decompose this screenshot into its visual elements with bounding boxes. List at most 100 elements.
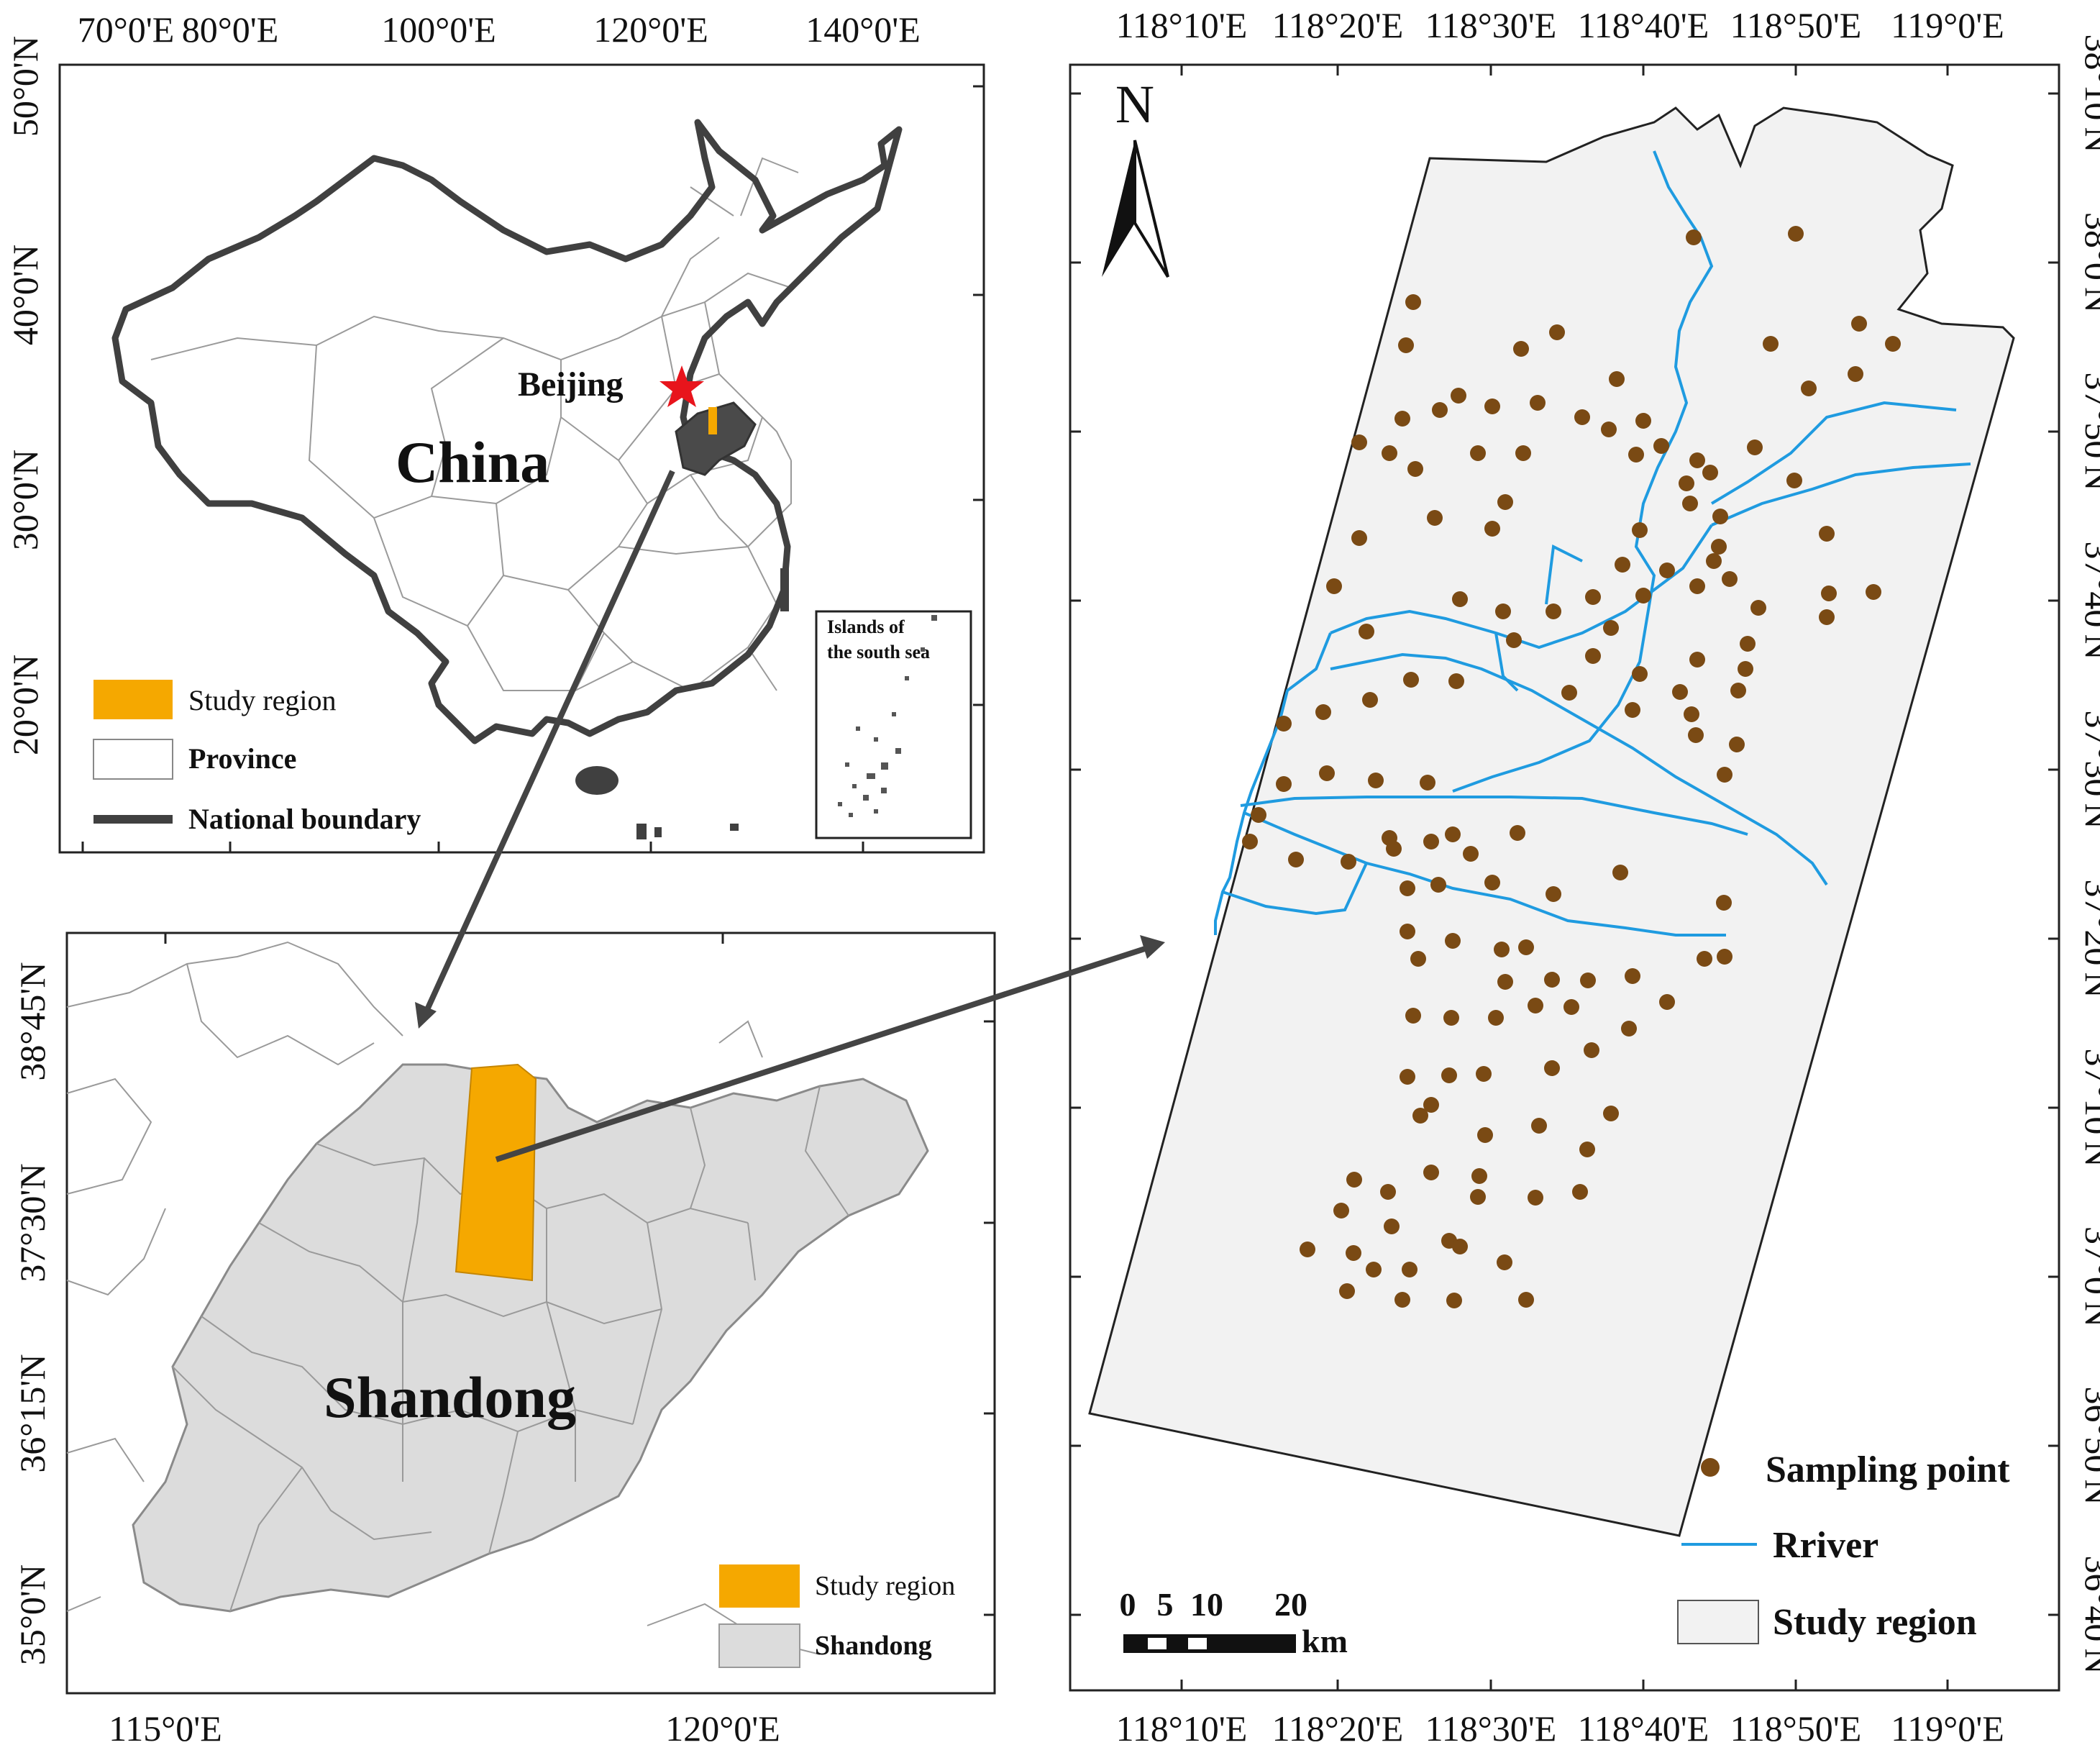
shandong-study-region [455, 1063, 537, 1282]
china-study-region-marker [708, 407, 717, 434]
river-west-1 [1330, 652, 1828, 886]
river-east-1 [1710, 401, 1957, 505]
china-lat-label: 20°0'N [5, 655, 45, 755]
study-legend: Sampling point Rriver Study region [1677, 1449, 2010, 1644]
shandong-lat-label: 38°45'N [12, 962, 52, 1080]
legend-swatch-study-region [719, 1564, 800, 1608]
legend-label-study-region: Study region [1773, 1602, 1977, 1643]
china-legend: Study region Province National boundary [93, 680, 421, 835]
shandong-panel: 38°45'N 37°30'N 36°15'N 35°0'N 115°0'E 1… [12, 931, 996, 1749]
scale-bar: 0 5 10 20 km [1120, 1586, 1348, 1659]
legend-swatch-national-boundary [93, 815, 173, 824]
legend-label-province: Province [188, 742, 296, 775]
study-lat-label: 38°0'N [2078, 212, 2100, 313]
north-arrow-label: N [1115, 75, 1154, 135]
river-southwest [1222, 862, 1368, 916]
study-lon-label: 119°0'E [1891, 5, 2004, 45]
scalebar-number: 0 [1120, 1586, 1136, 1623]
scalebar-number: 10 [1190, 1586, 1223, 1623]
river-branch-north [1545, 544, 1583, 605]
river-central [1330, 524, 1713, 650]
river-east-2 [1711, 463, 1971, 527]
legend-swatch-study-region [1677, 1600, 1759, 1644]
china-title: China [396, 429, 549, 495]
shandong-lat-label: 36°15'N [12, 1354, 52, 1472]
river-west-2 [1240, 796, 1748, 836]
shandong-tick-marks [164, 933, 995, 1616]
study-lat-label: 37°50'N [2078, 372, 2100, 491]
legend-swatch-province [93, 739, 173, 780]
connector-arrows [415, 470, 1165, 1162]
scalebar-number: 5 [1157, 1586, 1174, 1623]
shandong-title: Shandong [324, 1365, 576, 1430]
legend-swatch-study-region [93, 680, 173, 719]
study-lat-label: 37°0'N [2078, 1226, 2100, 1327]
study-lat-label: 37°30'N [2078, 710, 2100, 829]
china-lat-label: 30°0'N [5, 450, 45, 550]
legend-label-sampling-point: Sampling point [1766, 1449, 2010, 1490]
china-lon-label: 80°0'E [182, 9, 279, 50]
study-area-polygon [1088, 106, 2015, 1537]
study-lat-labels: 38°10'N 38°0'N 37°50'N 37°40'N 37°30'N 3… [2078, 34, 2100, 1674]
province-boundaries [150, 157, 799, 692]
shandong-lon-label: 120°0'E [665, 1708, 780, 1749]
study-lon-label: 118°10'E [1116, 5, 1248, 45]
study-lon-label: 118°50'E [1730, 5, 1862, 45]
rivers [1214, 150, 1971, 937]
china-lon-labels: 70°0'E 80°0'E 100°0'E 120°0'E 140°0'E [78, 9, 921, 50]
study-lat-label: 38°10'N [2078, 34, 2100, 152]
inset-label-1: Islands of [827, 616, 905, 637]
study-lat-label: 37°20'N [2078, 879, 2100, 998]
study-lat-label: 36°50'N [2078, 1386, 2100, 1505]
sampling-points [1242, 226, 1901, 1308]
study-lon-labels-top: 118°10'E 118°20'E 118°30'E 118°40'E 118°… [1116, 5, 2004, 45]
study-tick-marks [1070, 65, 2059, 1690]
china-lat-label: 50°0'N [5, 36, 45, 137]
arrow-shandong-to-study [495, 945, 1149, 1162]
china-lat-labels: 50°0'N 40°0'N 30°0'N 20°0'N [5, 36, 45, 755]
study-lon-label: 118°20'E [1272, 1708, 1404, 1749]
legend-label-river: Rriver [1773, 1525, 1878, 1566]
study-lon-labels-bottom: 118°10'E 118°20'E 118°30'E 118°40'E 118°… [1116, 1708, 2004, 1749]
study-lon-label: 118°30'E [1425, 5, 1557, 45]
study-lon-label: 118°30'E [1425, 1708, 1557, 1749]
china-panel: 70°0'E 80°0'E 100°0'E 120°0'E 140°0'E 50… [5, 9, 985, 854]
china-tick-marks [81, 85, 984, 852]
china-lon-label: 70°0'E [78, 9, 175, 50]
legend-label-national-boundary: National boundary [188, 803, 421, 835]
beijing-star-icon [659, 365, 704, 407]
study-lat-label: 37°40'N [2078, 541, 2100, 660]
river-west-3 [1243, 811, 1726, 937]
study-lon-label: 118°50'E [1730, 1708, 1862, 1749]
china-lon-label: 120°0'E [593, 9, 708, 50]
shandong-province [132, 1063, 929, 1613]
beijing-label: Beijing [518, 365, 624, 404]
study-lon-label: 118°20'E [1272, 5, 1404, 45]
legend-label-shandong: Shandong [815, 1631, 932, 1661]
shandong-lat-label: 37°30'N [12, 1163, 52, 1282]
study-lat-label: 36°40'N [2078, 1555, 2100, 1674]
study-lon-label: 118°10'E [1116, 1708, 1248, 1749]
china-lon-label: 140°0'E [805, 9, 921, 50]
study-panel: 118°10'E 118°20'E 118°30'E 118°40'E 118°… [1069, 5, 2100, 1749]
south-sea-inset: Islands of the south sea [815, 610, 972, 839]
china-lon-label: 100°0'E [381, 9, 496, 50]
shandong-lon-label: 115°0'E [109, 1708, 222, 1749]
study-lon-label: 118°40'E [1578, 1708, 1709, 1749]
coastal-islands [575, 568, 789, 839]
legend-swatch-shandong [718, 1623, 800, 1668]
arrow-china-to-shandong [423, 470, 675, 1014]
surrounding-boundaries [66, 941, 821, 1655]
river-branch-mid [1494, 632, 1519, 692]
shandong-lat-labels: 38°45'N 37°30'N 36°15'N 35°0'N [12, 962, 52, 1665]
river-west-edge [1214, 632, 1332, 935]
china-national-boundary [111, 119, 903, 744]
legend-swatch-sampling-point [1701, 1458, 1720, 1477]
shandong-lat-label: 35°0'N [12, 1564, 52, 1665]
study-lon-label: 119°0'E [1891, 1708, 2004, 1749]
study-lat-label: 37°10'N [2078, 1048, 2100, 1167]
scalebar-unit: km [1302, 1623, 1348, 1659]
shandong-lon-labels: 115°0'E 120°0'E [109, 1708, 780, 1749]
inset-label-2: the south sea [827, 642, 930, 662]
north-arrow-icon: N [1102, 75, 1169, 278]
